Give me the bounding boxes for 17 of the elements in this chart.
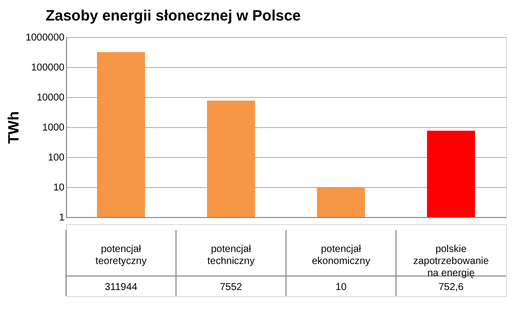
y-tick-label: 10000 bbox=[36, 92, 65, 104]
y-tick-label: 1 bbox=[58, 212, 65, 224]
data-label: 311944 bbox=[104, 282, 138, 293]
y-axis-title: TWh bbox=[6, 111, 23, 144]
y-tick-label: 100 bbox=[48, 152, 65, 164]
data-label: 7552 bbox=[220, 282, 243, 293]
y-tick-label: 100000 bbox=[31, 62, 65, 74]
x-tick-label: potencjał ekonomiczny bbox=[312, 244, 370, 267]
data-label: 10 bbox=[335, 282, 347, 293]
y-tick-label: 1000 bbox=[42, 122, 65, 134]
y-tick-label: 10 bbox=[53, 182, 65, 194]
y-tick-label: 1000000 bbox=[26, 32, 65, 44]
data-label: 752,6 bbox=[438, 282, 464, 293]
x-tick-label: potencjał techniczny bbox=[207, 244, 255, 267]
x-tick-label: potencjał teoretyczny bbox=[95, 244, 147, 267]
chart-title: Zasoby energii słonecznej w Polsce bbox=[46, 8, 301, 24]
x-tick-label: polskie zapotrzebowanie na energię bbox=[413, 244, 490, 279]
